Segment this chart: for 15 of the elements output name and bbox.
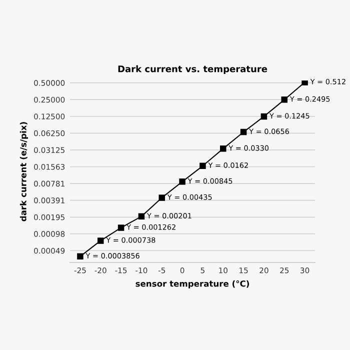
point bbox=[281, 96, 288, 103]
point bbox=[118, 224, 124, 231]
x-axis-title: sensor temperature (°C) bbox=[136, 280, 249, 288]
point bbox=[77, 253, 84, 260]
point bbox=[98, 238, 104, 244]
point bbox=[302, 80, 308, 86]
point bbox=[179, 178, 186, 185]
point bbox=[138, 213, 145, 220]
chart-title: Dark current vs. temperature bbox=[118, 65, 268, 74]
point bbox=[240, 128, 247, 136]
y-axis-title: dark current (e/s/pix) bbox=[20, 122, 28, 222]
point bbox=[220, 146, 226, 152]
point bbox=[260, 113, 268, 120]
point bbox=[158, 194, 165, 201]
point bbox=[200, 162, 206, 170]
